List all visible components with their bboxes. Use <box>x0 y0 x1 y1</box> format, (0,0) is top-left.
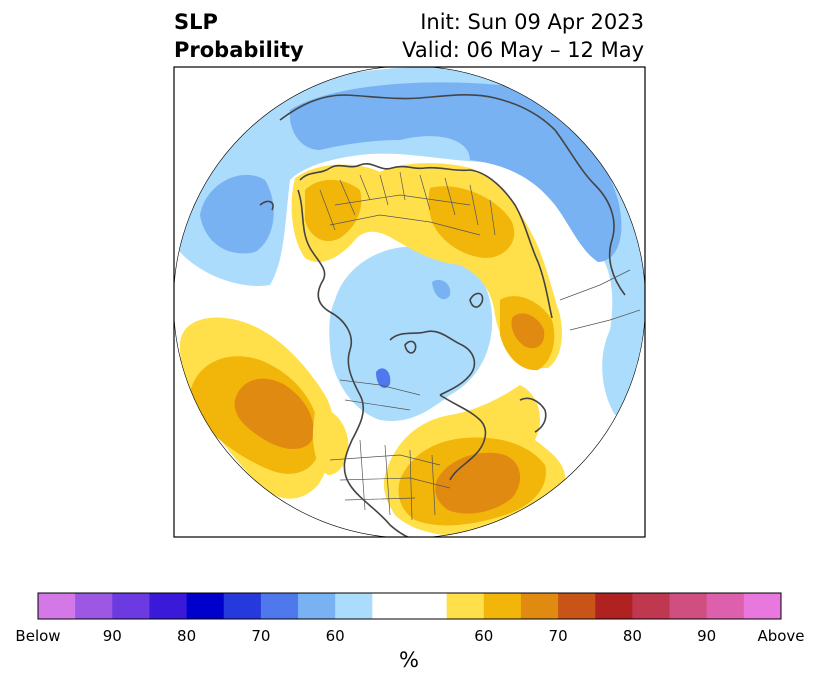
title-variable: SLP <box>174 10 218 34</box>
colorbar-swatch <box>595 593 633 619</box>
map-title: SLP Probability <box>174 8 304 64</box>
colorbar-swatch <box>669 593 708 619</box>
above-normal-shading <box>180 163 566 536</box>
colorbar-swatch <box>260 593 299 619</box>
colorbar-unit: % <box>399 648 419 672</box>
colorbar-tick-label: Above <box>757 627 805 645</box>
below-medium-pacific <box>200 174 274 254</box>
colorbar-tick-label: Below <box>15 627 61 645</box>
colorbar-swatch <box>446 593 485 619</box>
below-medium-arctic-fringe <box>289 82 622 262</box>
colorbar-tick-label: 90 <box>697 627 717 645</box>
valid-range: Valid: 06 May – 12 May <box>402 38 644 62</box>
colorbar-swatch <box>706 593 745 619</box>
colorbar-swatch <box>112 593 150 619</box>
colorbar-tick-label: 80 <box>622 627 642 645</box>
colorbar-swatch <box>483 593 522 619</box>
colorbar-swatch <box>298 593 336 619</box>
globe-disk <box>174 67 645 537</box>
map-dates: Init: Sun 09 Apr 2023 Valid: 06 May – 12… <box>402 8 644 64</box>
colorbar-swatch <box>75 593 113 619</box>
coastlines <box>259 94 626 537</box>
colorbar-tick-label: 60 <box>325 627 345 645</box>
above-strong-north-america <box>435 452 521 514</box>
above-light-west-coast <box>312 409 349 475</box>
colorbar-swatch <box>743 593 782 619</box>
colorbar-tick-label: 70 <box>251 627 271 645</box>
above-strong-asia <box>511 313 545 349</box>
colorbar-tick-label: 90 <box>102 627 122 645</box>
colorbar-tick-label: 60 <box>474 627 494 645</box>
map-frame <box>173 66 646 538</box>
below-strong-spot <box>376 368 391 388</box>
colorbar-swatch <box>520 593 559 619</box>
above-strong-pacific-east <box>234 378 314 449</box>
above-medium-europe-west <box>305 179 362 242</box>
colorbar-swatch <box>558 593 596 619</box>
colorbar-swatch <box>38 593 76 619</box>
colorbar-swatch <box>186 593 225 619</box>
colorbar-swatch <box>149 593 188 619</box>
colorbar-swatch <box>372 593 410 619</box>
political-borders <box>319 171 641 521</box>
map-panel <box>174 67 645 537</box>
colorbar <box>38 593 782 619</box>
colorbar-frame <box>37 592 782 620</box>
colorbar-tick-label: 70 <box>548 627 568 645</box>
above-medium-europe-east <box>428 186 515 258</box>
colorbar-swatch <box>335 593 373 619</box>
colorbar-tick-label: 80 <box>177 627 197 645</box>
below-medium-spot-north <box>432 279 451 300</box>
colorbar-swatch <box>223 593 262 619</box>
colorbar-swatch <box>632 593 671 619</box>
init-date: Init: Sun 09 Apr 2023 <box>420 10 644 34</box>
title-quantity: Probability <box>174 38 304 62</box>
colorbar-swatch <box>409 593 448 619</box>
